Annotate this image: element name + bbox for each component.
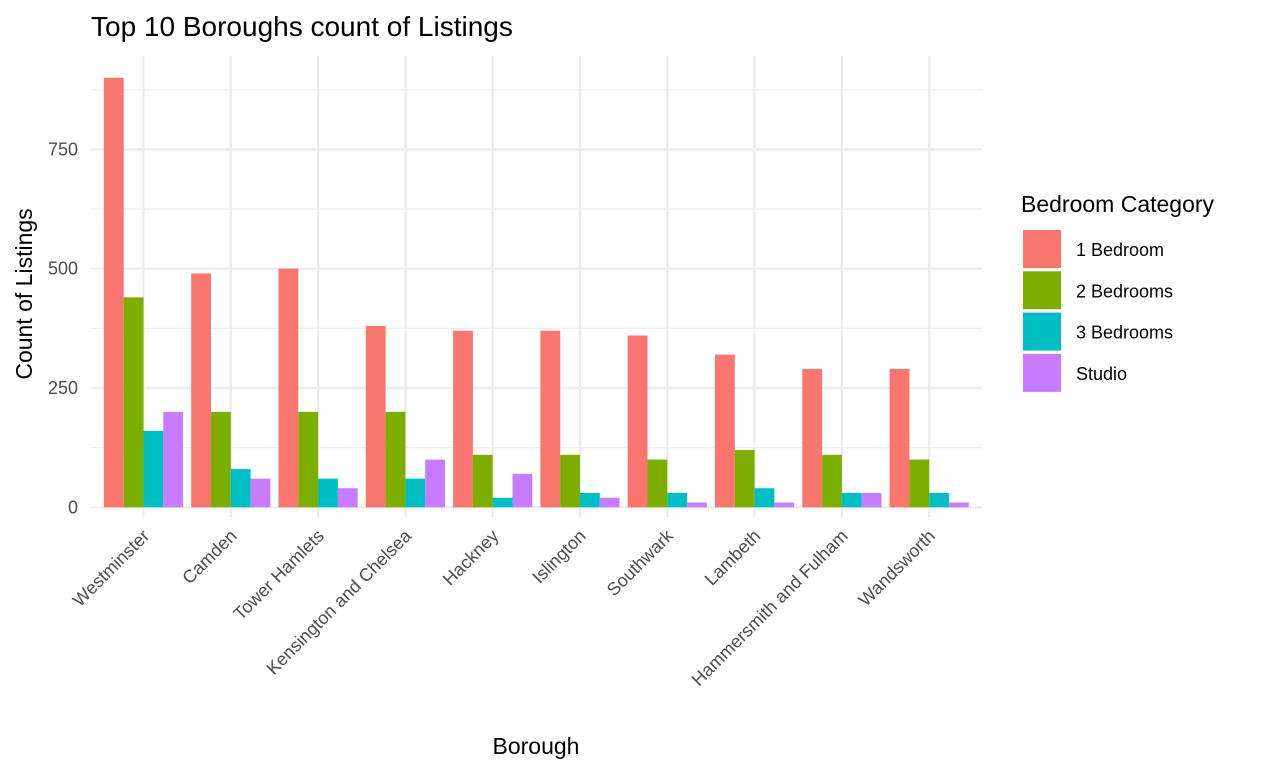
x-tick-label: Hackney bbox=[439, 526, 503, 590]
x-tick-label: Hammersmith and Fulham bbox=[688, 526, 852, 690]
bar-studio bbox=[599, 497, 620, 508]
bar-1-bedroom bbox=[278, 268, 299, 508]
bar-2-bedrooms bbox=[298, 411, 319, 508]
chart-title: Top 10 Boroughs count of Listings bbox=[91, 11, 513, 42]
bars bbox=[103, 77, 969, 508]
x-tick-label: Wandsworth bbox=[855, 526, 939, 610]
bar-2-bedrooms bbox=[472, 454, 493, 508]
bar-2-bedrooms bbox=[822, 454, 842, 508]
bar-2-bedrooms bbox=[211, 411, 231, 508]
bar-1-bedroom bbox=[453, 330, 473, 508]
bar-1-bedroom bbox=[627, 335, 648, 508]
bar-2-bedrooms bbox=[647, 459, 668, 508]
legend-title: Bedroom Category bbox=[1021, 191, 1215, 217]
legend-label: 3 Bedrooms bbox=[1076, 323, 1173, 343]
y-tick-label: 750 bbox=[48, 139, 78, 159]
bar-3-bedrooms bbox=[405, 478, 426, 508]
bar-studio bbox=[861, 492, 882, 508]
bar-2-bedrooms bbox=[734, 450, 755, 508]
x-tick-label: Tower Hamlets bbox=[230, 526, 328, 624]
bar-1-bedroom bbox=[540, 330, 561, 508]
y-axis-title: Count of Listings bbox=[11, 208, 37, 379]
bar-2-bedrooms bbox=[385, 411, 406, 508]
legend-swatch bbox=[1023, 353, 1061, 392]
bar-studio bbox=[163, 411, 184, 508]
bar-1-bedroom bbox=[103, 77, 124, 508]
legend-swatch bbox=[1023, 230, 1061, 268]
bar-2-bedrooms bbox=[123, 297, 144, 508]
bar-studio bbox=[687, 502, 707, 508]
legend-swatch bbox=[1023, 312, 1061, 351]
bar-3-bedrooms bbox=[929, 492, 949, 508]
legend-label: 2 Bedrooms bbox=[1076, 281, 1173, 301]
bar-2-bedrooms bbox=[560, 454, 580, 508]
bar-3-bedrooms bbox=[667, 492, 688, 508]
bar-3-bedrooms bbox=[841, 492, 862, 508]
x-tick-label: Southwark bbox=[603, 525, 678, 600]
bar-studio bbox=[512, 473, 533, 508]
bar-3-bedrooms bbox=[143, 430, 164, 508]
bar-2-bedrooms bbox=[909, 459, 930, 508]
bar-studio bbox=[949, 502, 969, 508]
bar-1-bedroom bbox=[889, 368, 910, 508]
bar-studio bbox=[250, 478, 271, 508]
bar-1-bedroom bbox=[365, 325, 386, 508]
legend-items: 1 Bedroom 2 Bedrooms 3 Bedrooms Studio bbox=[1023, 230, 1173, 392]
bar-1-bedroom bbox=[715, 354, 735, 508]
y-tick-label: 250 bbox=[48, 378, 78, 398]
x-tick-label: Westminster bbox=[69, 526, 154, 611]
bar-3-bedrooms bbox=[230, 469, 251, 508]
bar-studio bbox=[425, 459, 445, 508]
legend-label: 1 Bedroom bbox=[1076, 240, 1164, 260]
bar-1-bedroom bbox=[802, 368, 823, 508]
legend-swatch bbox=[1023, 271, 1061, 310]
x-axis-title: Borough bbox=[493, 733, 580, 759]
bar-3-bedrooms bbox=[492, 497, 513, 508]
x-tick-label: Lambeth bbox=[701, 526, 765, 590]
x-tick-label: Kensington and Chelsea bbox=[262, 525, 416, 679]
bar-studio bbox=[337, 488, 358, 508]
x-tick-label: Islington bbox=[528, 526, 590, 588]
bar-3-bedrooms bbox=[318, 478, 338, 508]
y-tick-label: 0 bbox=[68, 497, 78, 517]
y-tick-label: 500 bbox=[48, 259, 78, 279]
legend: Bedroom Category 1 Bedroom 2 Bedrooms 3 Be… bbox=[1021, 191, 1215, 392]
x-tick-label: Camden bbox=[178, 526, 240, 588]
bar-3-bedrooms bbox=[580, 492, 600, 508]
legend-label: Studio bbox=[1076, 364, 1127, 384]
bar-1-bedroom bbox=[191, 273, 211, 508]
bar-3-bedrooms bbox=[754, 488, 775, 508]
bar-studio bbox=[774, 502, 795, 508]
grid bbox=[91, 56, 982, 517]
y-axis-ticks: 0 250 500 750 bbox=[48, 139, 78, 517]
